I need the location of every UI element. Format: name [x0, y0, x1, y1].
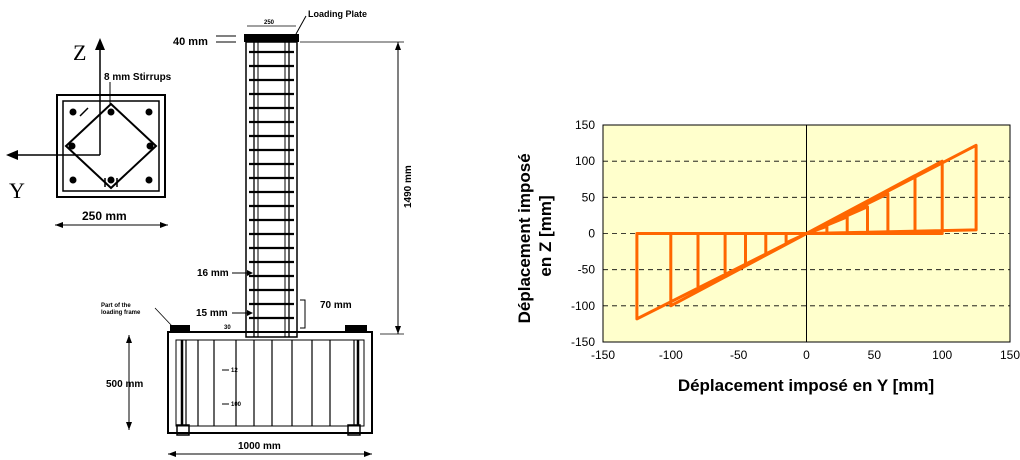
- section-width-label: 250 mm: [82, 209, 127, 223]
- y-tick-label: -100: [571, 299, 595, 313]
- y-tick-label: 100: [575, 154, 595, 168]
- footing-inner: [175, 339, 365, 427]
- z-axis-arrowhead: [95, 38, 105, 50]
- x-tick-labels: -150 -100 -50 0 50 100 150: [591, 348, 1020, 362]
- y-tick-label: -150: [571, 335, 595, 349]
- height-label: 1490 mm: [403, 165, 414, 208]
- anchor-bolt: [176, 424, 190, 436]
- frame-note: Part of the loading frame: [101, 303, 141, 316]
- column-base-label: 30: [224, 325, 231, 331]
- x-tick-label: -100: [659, 348, 683, 362]
- y-tick-label: 50: [582, 190, 596, 204]
- dimension-arrowhead: [395, 42, 401, 50]
- rebar: [146, 142, 154, 150]
- column-shaft: [245, 41, 298, 338]
- x-tick-label: 100: [932, 348, 952, 362]
- series-line: [635, 143, 978, 321]
- section-inner-outline: [62, 100, 160, 192]
- dimension-arrowhead: [160, 222, 168, 228]
- loading-plate: [244, 34, 299, 42]
- y-axis-title-line-1: Déplacement imposé: [515, 153, 534, 323]
- rebar: [107, 176, 115, 184]
- y-axis-arrowhead: [6, 150, 18, 160]
- stirrups-label: 8 mm Stirrups: [104, 72, 172, 83]
- section-outline: [56, 94, 166, 198]
- leader-arrowhead: [247, 270, 253, 276]
- dimension-arrowhead: [364, 451, 372, 457]
- footing-detail-label-2: 100: [231, 402, 242, 408]
- gap-bracket: [300, 299, 306, 329]
- anchor-bolt: [347, 424, 361, 436]
- y-tick-label: 150: [575, 118, 595, 132]
- rebar: [69, 176, 77, 184]
- x-tick-label: -50: [730, 348, 748, 362]
- rebar: [68, 142, 76, 150]
- x-tick-label: 50: [868, 348, 882, 362]
- rebar: [145, 176, 153, 184]
- dimension-arrowhead: [395, 326, 401, 334]
- column-cross-section: Z Y 8 mm Stirrups 250 mm: [6, 38, 172, 228]
- z-axis-label: Z: [73, 40, 86, 65]
- cover-label: 15 mm: [196, 308, 228, 319]
- loading-plate-label: Loading Plate: [308, 9, 367, 19]
- frame-note-line-2: loading frame: [101, 310, 141, 316]
- footing-stirrups: [197, 340, 331, 426]
- y-axis-title-line-2: en Z [mm]: [536, 195, 555, 276]
- loading-frame-right: [345, 325, 367, 333]
- rebar: [69, 108, 77, 116]
- dimension-arrowhead: [55, 222, 63, 228]
- rebar: [107, 108, 115, 116]
- x-tick-label: -150: [591, 348, 615, 362]
- leader-arrowhead: [247, 310, 253, 316]
- top-width-label: 250: [264, 20, 275, 26]
- y-tick-label: -50: [578, 263, 596, 277]
- y-axis-label: Y: [9, 178, 25, 203]
- y-axis-title: Déplacement imposé en Z [mm]: [515, 149, 555, 324]
- diamond-stirrup: [64, 102, 158, 190]
- bar-spacing-label: 16 mm: [197, 268, 229, 279]
- dimension-arrowhead: [168, 451, 176, 457]
- footing-width-label: 1000 mm: [238, 441, 281, 452]
- frame-note-line-1: Part of the: [101, 303, 131, 309]
- y-tick-label: 0: [588, 227, 595, 241]
- footing-detail-label-1: 12: [231, 368, 238, 374]
- column-elevation: 250 Loading Plate 40 mm 1490 mm 16 mm 15…: [101, 9, 414, 457]
- x-tick-label: 0: [803, 348, 810, 362]
- x-tick-label: 150: [1000, 348, 1020, 362]
- footing-height-label: 500 mm: [106, 379, 143, 390]
- loading-frame-left: [170, 325, 190, 333]
- y-tick-labels: 150 100 50 0 -50 -100 -150: [571, 118, 595, 349]
- stirrup-hook: [79, 107, 89, 117]
- footing: [167, 331, 373, 434]
- gap-label: 70 mm: [320, 300, 352, 311]
- x-axis-title: Déplacement imposé en Y [mm]: [678, 376, 934, 395]
- stirrup-set: [249, 50, 294, 320]
- loading-plate-leader: [295, 15, 307, 35]
- dimension-arrowhead: [126, 335, 132, 343]
- frame-note-leader: [154, 307, 173, 327]
- plate-thickness-label: 40 mm: [173, 36, 208, 48]
- rebar: [145, 108, 153, 116]
- dimension-arrowhead: [126, 422, 132, 430]
